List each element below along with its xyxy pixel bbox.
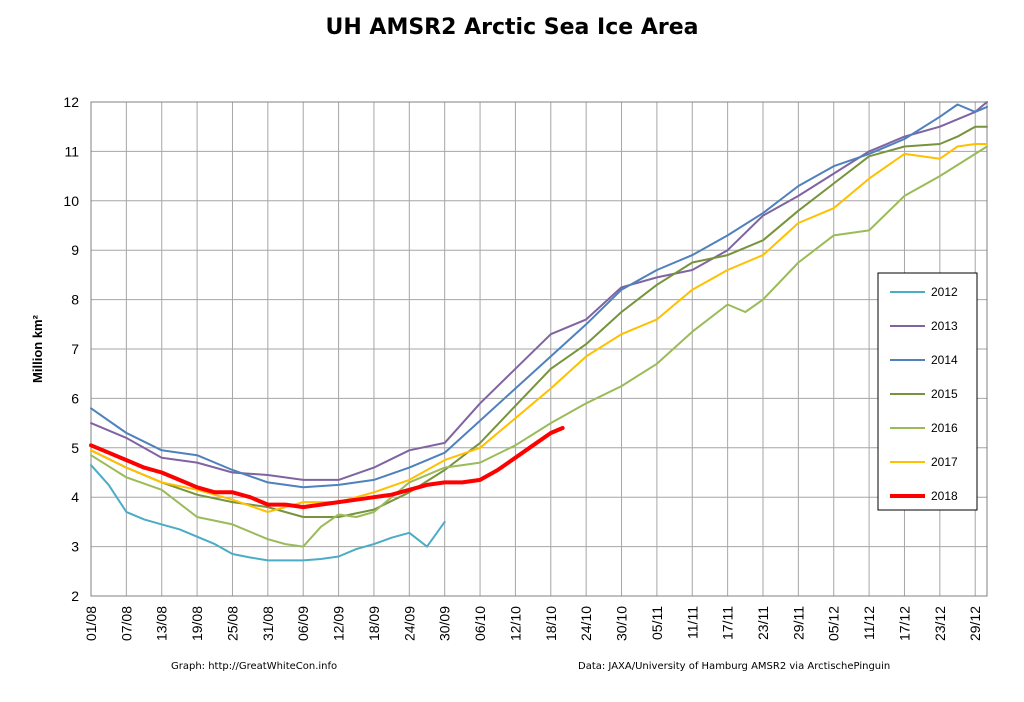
legend: 2012 2013 2014 2015 2016 2017 2018: [877, 272, 978, 511]
credit-left: Graph: http://GreatWhiteCon.info: [171, 661, 337, 672]
legend-label-2016: 2016: [931, 421, 958, 435]
series-line-2015: [90, 125, 988, 518]
x-tick-label: 12/10: [507, 606, 523, 641]
series-line-2017: [90, 143, 988, 513]
x-tick-label: 18/09: [366, 606, 382, 641]
x-tick-label: 06/09: [295, 606, 311, 641]
y-tick-label: 3: [71, 539, 79, 555]
x-tick-label: 13/08: [154, 606, 170, 641]
legend-label-2018: 2018: [931, 489, 958, 503]
credit-right: Data: JAXA/University of Hamburg AMSR2 v…: [578, 661, 890, 672]
legend-box: [877, 272, 978, 511]
y-tick-label: 5: [71, 440, 79, 456]
series-line-2014: [90, 103, 988, 489]
x-tick-label: 23/12: [932, 606, 948, 641]
x-tick-label: 29/11: [790, 606, 806, 640]
y-axis-label: Million km²: [30, 314, 45, 383]
y-tick-label: 2: [71, 588, 79, 604]
y-tick-label: 7: [71, 341, 79, 357]
legend-label-2017: 2017: [931, 455, 958, 469]
series-line-2018: [89, 426, 565, 510]
plot-area-border: [90, 101, 988, 597]
y-tick-label: 10: [63, 193, 79, 209]
chart-title: UH AMSR2 Arctic Sea Ice Area: [325, 15, 698, 40]
legend-label-2015: 2015: [931, 387, 958, 401]
x-tick-label: 05/11: [649, 606, 665, 640]
series-line-2016: [90, 145, 988, 548]
x-tick-label: 25/08: [224, 606, 240, 641]
x-tick-label: 29/12: [967, 606, 983, 641]
y-tick-label: 9: [71, 242, 79, 258]
x-tick-label: 17/11: [720, 606, 736, 640]
x-tick-label: 05/12: [826, 606, 842, 641]
x-tick-label: 11/11: [684, 606, 700, 639]
y-tick-label: 11: [64, 143, 79, 159]
legend-label-2013: 2013: [931, 319, 958, 333]
x-tick-label: 24/09: [401, 606, 417, 641]
x-tick-label: 24/10: [578, 606, 594, 641]
x-tick-label: 30/09: [437, 606, 453, 641]
x-tick-label: 17/12: [896, 606, 912, 641]
y-tick-label: 4: [71, 489, 79, 505]
x-tick-label: 18/10: [543, 606, 559, 641]
series-line-2012: [90, 464, 446, 562]
x-tick-label: 11/12: [861, 606, 877, 640]
x-tick-label: 12/09: [331, 606, 347, 641]
legend-label-2014: 2014: [931, 353, 958, 367]
legend-label-2012: 2012: [931, 285, 958, 299]
x-tick-label: 31/08: [260, 606, 276, 641]
y-tick-label: 12: [63, 94, 79, 110]
x-tick-label: 30/10: [614, 606, 630, 641]
series-lines: [89, 101, 988, 562]
x-tick-label: 06/10: [472, 606, 488, 641]
x-tick-label: 19/08: [189, 606, 205, 641]
x-tick-label: 23/11: [755, 606, 771, 640]
x-axis-ticks: 01/08 07/08 13/08 19/08 25/08 31/08 06/09 12/09…: [83, 606, 983, 641]
y-tick-label: 6: [71, 390, 79, 406]
y-tick-label: 8: [71, 292, 79, 308]
y-axis-ticks: 2 3 4 5 6 7 8 9 10 11 12: [63, 94, 79, 604]
x-tick-label: 07/08: [118, 606, 134, 641]
x-tick-label: 01/08: [83, 606, 99, 641]
